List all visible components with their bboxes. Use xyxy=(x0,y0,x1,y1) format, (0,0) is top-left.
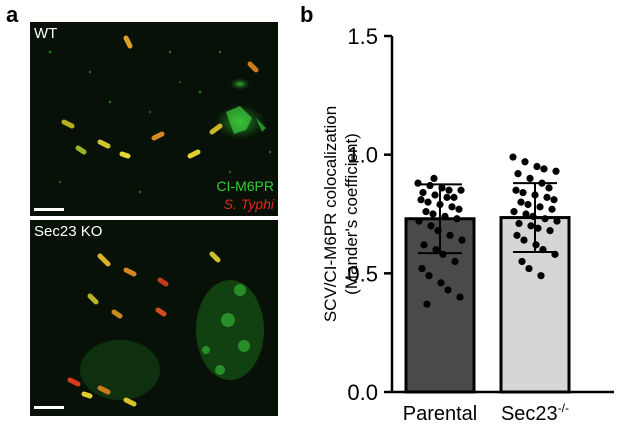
data-point xyxy=(426,181,434,190)
chart-bars xyxy=(404,216,571,394)
scale-bar xyxy=(34,208,64,211)
data-point xyxy=(519,189,527,197)
y-axis-label-line: SCV/CI-M6PR colocalization xyxy=(321,106,340,322)
data-point xyxy=(545,184,553,192)
data-point xyxy=(429,210,437,218)
data-point xyxy=(525,264,533,273)
data-point xyxy=(427,222,435,230)
data-point xyxy=(527,222,535,230)
data-point xyxy=(510,208,518,216)
data-point xyxy=(553,217,561,225)
data-point xyxy=(515,219,523,228)
x-tick-label-sec23: Sec23-/- xyxy=(501,401,569,425)
y-axis-label-line: (Mander's coefficient) xyxy=(342,133,361,295)
data-point xyxy=(430,174,438,182)
data-point xyxy=(524,200,532,209)
data-point xyxy=(526,174,534,182)
y-tick-label: 1.5 xyxy=(347,24,378,49)
data-point xyxy=(513,231,521,239)
chart-points xyxy=(414,153,561,308)
data-point xyxy=(437,279,445,287)
data-point xyxy=(450,193,458,201)
data-point xyxy=(521,158,529,166)
chart-axes: 0.0 0.5 1.0 1.5 xyxy=(347,24,614,405)
sec23ko-micrograph: Sec23 KO xyxy=(30,220,278,416)
data-point xyxy=(543,193,551,201)
data-point xyxy=(432,246,440,254)
data-point xyxy=(512,186,520,194)
data-point xyxy=(548,205,556,213)
data-point xyxy=(417,196,425,204)
chart-labels: SCV/CI-M6PR colocalization (Mander's coef… xyxy=(321,106,569,425)
data-point xyxy=(514,170,522,178)
data-point xyxy=(451,257,459,266)
data-point xyxy=(420,241,428,249)
data-point xyxy=(415,217,423,225)
data-point xyxy=(536,203,544,211)
data-point xyxy=(533,162,541,171)
wt-micrograph-image xyxy=(30,22,278,216)
scale-bar xyxy=(34,406,64,409)
data-point xyxy=(456,293,464,301)
panel-b-letter: b xyxy=(300,2,314,27)
wt-micrograph: WT CI-M6PR S. Typhi xyxy=(30,22,278,216)
data-point xyxy=(522,210,530,218)
wt-label: WT xyxy=(34,25,58,42)
data-point xyxy=(422,208,430,216)
data-point xyxy=(518,257,526,266)
colocalization-chart: 0.0 0.5 1.0 1.5 SCV/CI-M6PR colocalization(… xyxy=(321,24,614,425)
y-tick-label: 1.0 xyxy=(347,143,378,168)
data-point xyxy=(441,212,449,220)
data-point xyxy=(443,193,451,201)
sec23ko-label: Sec23 KO xyxy=(34,223,103,240)
y-tick-label: 0.0 xyxy=(347,380,378,405)
data-point xyxy=(455,205,463,213)
data-point xyxy=(552,167,560,175)
y-tick-label: 0.5 xyxy=(347,261,378,286)
data-point xyxy=(517,198,525,206)
data-point xyxy=(457,186,465,194)
data-point xyxy=(425,272,433,280)
data-point xyxy=(540,165,548,173)
data-point xyxy=(541,215,549,223)
data-point xyxy=(458,236,466,244)
data-point xyxy=(550,196,558,204)
data-point xyxy=(419,189,427,197)
data-point xyxy=(418,264,426,273)
data-point xyxy=(423,300,431,308)
data-point xyxy=(534,224,542,232)
data-point xyxy=(424,198,432,206)
data-point xyxy=(448,203,456,211)
data-point xyxy=(453,215,461,223)
panel-a-letter: a xyxy=(6,2,19,27)
data-point xyxy=(431,191,439,199)
legend-cim6pr: CI-M6PR xyxy=(216,178,274,194)
data-point xyxy=(509,153,517,161)
sec23ko-micrograph-image xyxy=(30,220,278,416)
data-point xyxy=(445,186,453,194)
data-point xyxy=(520,236,528,244)
legend-styphi: S. Typhi xyxy=(223,196,274,212)
data-point xyxy=(446,231,454,239)
data-point xyxy=(537,272,545,280)
y-axis-label: SCV/CI-M6PR colocalization (Mander's coef… xyxy=(321,106,361,322)
chart-error-bars xyxy=(418,182,557,255)
data-point xyxy=(444,286,452,294)
data-point xyxy=(414,179,422,187)
x-tick-label-parental: Parental xyxy=(403,403,478,425)
data-point xyxy=(546,227,554,235)
